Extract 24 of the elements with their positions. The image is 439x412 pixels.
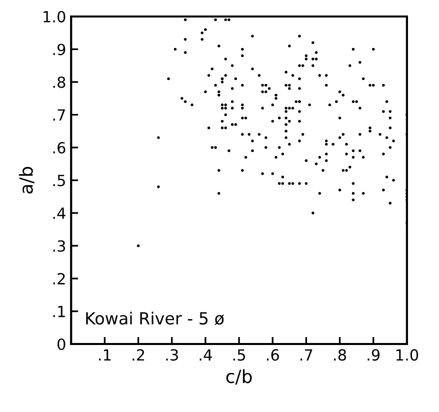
annotation: Kowai River - 5 ø bbox=[86, 312, 224, 326]
y-tick-label: .2 bbox=[53, 272, 65, 284]
y-tick-label: .5 bbox=[53, 174, 65, 186]
y-tick-label: 0 bbox=[58, 338, 66, 350]
y-tick-label: .1 bbox=[53, 306, 65, 318]
x-tick-label: 1.0 bbox=[396, 349, 418, 361]
y-axis-title: a/b bbox=[18, 166, 34, 194]
x-tick-label: .5 bbox=[233, 349, 245, 361]
x-tick-label: .3 bbox=[166, 349, 178, 361]
y-tick-label: .9 bbox=[53, 44, 66, 56]
x-tick-label: .2 bbox=[132, 349, 144, 360]
x-tick-label: .6 bbox=[266, 349, 279, 361]
x-tick-label: .1 bbox=[99, 349, 111, 360]
y-tick-label: .8 bbox=[53, 76, 66, 88]
y-tick-label: .4 bbox=[53, 208, 66, 219]
x-tick-label: .4 bbox=[200, 349, 212, 360]
x-tick-label: .9 bbox=[368, 349, 380, 361]
y-tick-label: 1.0 bbox=[44, 10, 66, 22]
y-tick-label: .7 bbox=[53, 109, 65, 121]
x-tick-label: .8 bbox=[334, 349, 346, 361]
y-tick-label: .3 bbox=[53, 240, 66, 252]
x-tick-label: .7 bbox=[300, 349, 312, 360]
y-tick-label: .6 bbox=[53, 142, 66, 154]
x-axis-title: c/b bbox=[226, 369, 252, 385]
